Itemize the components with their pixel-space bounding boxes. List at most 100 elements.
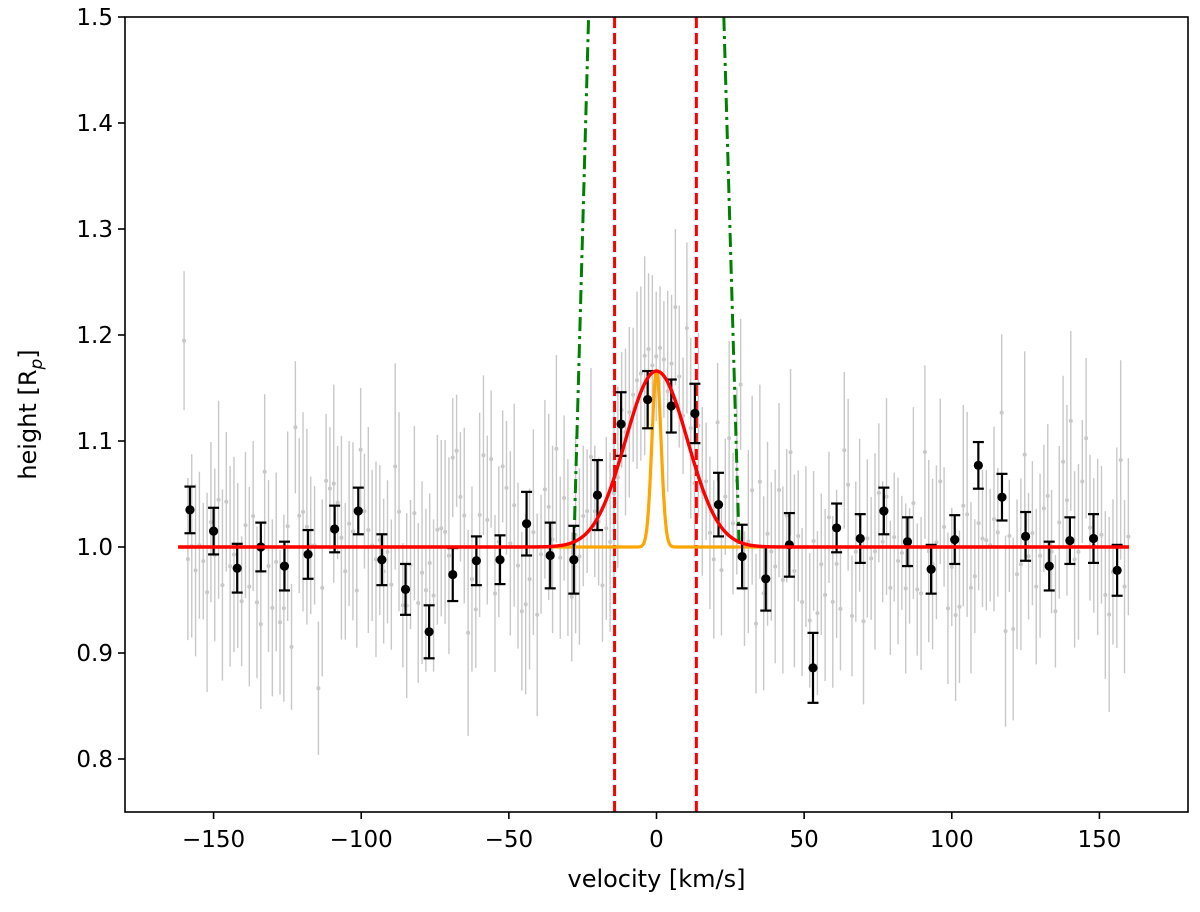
raw-point (876, 490, 881, 495)
binned-point (713, 500, 724, 510)
raw-point (481, 453, 486, 458)
raw-point (558, 555, 563, 560)
raw-point (976, 521, 981, 526)
binned-point (973, 460, 983, 470)
y-tick-label: 1.5 (76, 5, 113, 31)
raw-point (1103, 593, 1108, 598)
raw-point (815, 611, 820, 616)
raw-point (1064, 498, 1069, 503)
raw-point (205, 590, 210, 595)
binned-point (424, 627, 434, 637)
raw-point (320, 585, 325, 590)
raw-point (523, 602, 528, 607)
raw-point (826, 515, 831, 520)
raw-point (454, 448, 459, 453)
raw-point (512, 503, 517, 508)
raw-point (278, 620, 283, 625)
raw-point (972, 574, 977, 579)
envelope-line-right (722, 17, 741, 548)
raw-point (201, 559, 206, 564)
raw-point (450, 455, 455, 460)
raw-point (1126, 534, 1131, 539)
y-axis-title-main: height [R (14, 370, 42, 480)
raw-point (1061, 459, 1066, 464)
raw-point (231, 552, 236, 557)
binned-point (279, 561, 290, 571)
raw-point (968, 585, 973, 590)
binned-point (1088, 533, 1099, 544)
raw-point (485, 518, 490, 523)
binned-point (761, 574, 771, 584)
raw-point (792, 568, 797, 573)
raw-point (293, 425, 298, 430)
raw-point (980, 536, 985, 541)
y-axis-title-subscript: p (27, 359, 47, 371)
raw-point (719, 568, 724, 573)
x-axis-title: velocity [km/s] (567, 865, 745, 893)
raw-point (773, 564, 778, 569)
y-tick-label: 1.2 (76, 323, 113, 349)
raw-point (435, 527, 440, 532)
raw-point (646, 347, 651, 352)
raw-point (508, 541, 513, 546)
raw-point (604, 526, 609, 531)
raw-point (922, 450, 927, 455)
binned-point (1044, 561, 1054, 571)
binned-point (185, 505, 195, 515)
raw-point (635, 378, 640, 383)
raw-point (585, 509, 590, 514)
raw-point (945, 606, 950, 611)
raw-point (711, 557, 716, 562)
x-tick-label: 50 (789, 827, 818, 853)
raw-point (853, 549, 858, 554)
raw-point (1015, 572, 1020, 577)
raw-point (688, 426, 693, 431)
raw-point (500, 464, 505, 469)
raw-point (182, 338, 187, 343)
raw-point (869, 556, 874, 561)
raw-point (823, 592, 828, 597)
raw-point (185, 557, 190, 562)
raw-point (297, 513, 302, 518)
binned-point (330, 524, 340, 534)
raw-point (1022, 452, 1027, 457)
x-tick-label: 100 (930, 827, 974, 853)
x-tick-label: −100 (330, 827, 393, 853)
raw-point (715, 420, 720, 425)
raw-point (519, 609, 524, 614)
binned-point (400, 584, 411, 595)
y-axis-title-close: ] (14, 349, 42, 358)
raw-point (1080, 479, 1085, 484)
raw-point (350, 529, 355, 534)
raw-point (1076, 549, 1081, 554)
raw-point (673, 305, 678, 310)
raw-point (569, 594, 574, 599)
binned-point (521, 519, 532, 529)
raw-point (339, 535, 344, 540)
raw-point (957, 604, 962, 609)
raw-point (1045, 493, 1050, 498)
raw-point (650, 363, 655, 368)
raw-point (443, 529, 448, 534)
raw-point (738, 382, 743, 387)
raw-point (861, 619, 866, 624)
raw-point (777, 488, 782, 493)
raw-point (412, 511, 417, 516)
raw-point (750, 488, 755, 493)
binned-point (353, 506, 363, 516)
raw-point (1107, 612, 1112, 617)
envelope-line-left (572, 17, 591, 548)
raw-point (1084, 436, 1089, 441)
raw-point (554, 446, 559, 451)
raw-point (1122, 584, 1127, 589)
raw-point (723, 494, 728, 499)
raw-point (757, 479, 762, 484)
raw-point (926, 549, 931, 554)
binned-point (666, 401, 676, 411)
raw-point (765, 531, 770, 536)
y-tick-label: 0.8 (76, 747, 113, 773)
raw-point (961, 503, 966, 508)
raw-point (254, 600, 259, 605)
raw-point (665, 389, 670, 394)
